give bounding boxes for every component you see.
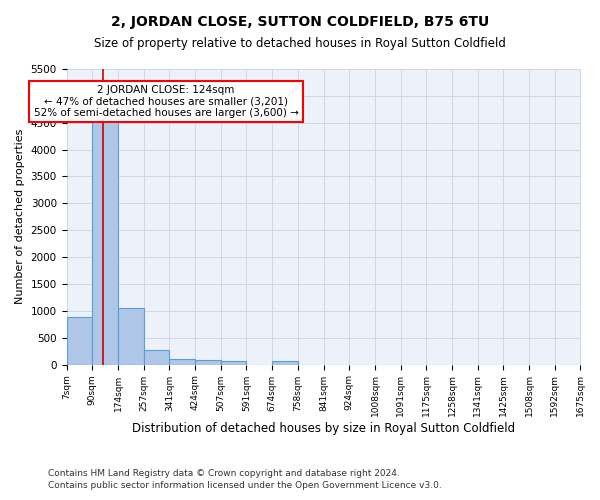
Bar bbox=[272, 362, 298, 364]
Text: Size of property relative to detached houses in Royal Sutton Coldfield: Size of property relative to detached ho… bbox=[94, 38, 506, 51]
Text: Contains HM Land Registry data © Crown copyright and database right 2024.: Contains HM Land Registry data © Crown c… bbox=[48, 468, 400, 477]
Bar bbox=[143, 350, 169, 364]
Bar bbox=[92, 120, 118, 364]
Text: 2 JORDAN CLOSE: 124sqm
← 47% of detached houses are smaller (3,201)
52% of semi-: 2 JORDAN CLOSE: 124sqm ← 47% of detached… bbox=[34, 85, 298, 118]
Bar bbox=[195, 360, 221, 364]
Bar bbox=[118, 308, 143, 364]
Y-axis label: Number of detached properties: Number of detached properties bbox=[15, 129, 25, 304]
Text: Contains public sector information licensed under the Open Government Licence v3: Contains public sector information licen… bbox=[48, 481, 442, 490]
Bar bbox=[221, 361, 246, 364]
Bar bbox=[67, 318, 92, 364]
Text: 2, JORDAN CLOSE, SUTTON COLDFIELD, B75 6TU: 2, JORDAN CLOSE, SUTTON COLDFIELD, B75 6… bbox=[111, 15, 489, 29]
Bar bbox=[169, 360, 195, 364]
X-axis label: Distribution of detached houses by size in Royal Sutton Coldfield: Distribution of detached houses by size … bbox=[132, 422, 515, 435]
